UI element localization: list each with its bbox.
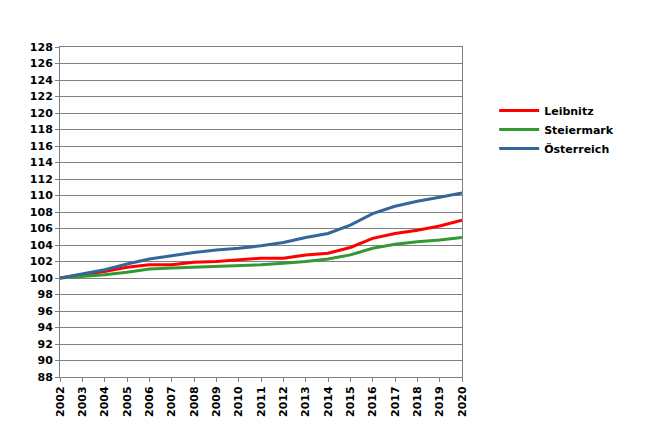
svg-text:2013: 2013: [299, 386, 312, 417]
svg-text:2017: 2017: [389, 386, 402, 417]
svg-text:118: 118: [30, 123, 53, 136]
svg-text:98: 98: [37, 288, 52, 301]
svg-text:2016: 2016: [366, 386, 379, 417]
svg-text:2015: 2015: [344, 386, 357, 417]
svg-text:Leibnitz: Leibnitz: [544, 105, 593, 118]
svg-text:124: 124: [30, 74, 53, 87]
svg-text:2012: 2012: [277, 386, 290, 417]
svg-text:100: 100: [30, 272, 53, 285]
svg-text:116: 116: [30, 140, 53, 153]
svg-text:2002: 2002: [54, 386, 67, 417]
svg-text:2004: 2004: [98, 386, 111, 417]
svg-text:128: 128: [30, 41, 53, 54]
svg-text:110: 110: [30, 189, 53, 202]
svg-text:102: 102: [30, 255, 53, 268]
svg-text:108: 108: [30, 206, 53, 219]
svg-text:2014: 2014: [322, 386, 335, 417]
svg-text:Steiermark: Steiermark: [544, 124, 614, 137]
svg-text:122: 122: [30, 90, 53, 103]
svg-text:2006: 2006: [143, 386, 156, 417]
svg-text:112: 112: [30, 173, 53, 186]
svg-text:2003: 2003: [76, 386, 89, 417]
svg-text:2018: 2018: [411, 386, 424, 417]
svg-text:Österreich: Österreich: [544, 142, 609, 156]
svg-text:2020: 2020: [456, 386, 469, 417]
svg-text:2010: 2010: [232, 386, 245, 417]
svg-text:106: 106: [30, 222, 53, 235]
svg-text:120: 120: [30, 107, 53, 120]
svg-text:2009: 2009: [210, 386, 223, 417]
svg-text:90: 90: [37, 354, 53, 367]
svg-text:104: 104: [30, 239, 53, 252]
svg-text:2008: 2008: [188, 386, 201, 417]
svg-text:114: 114: [30, 156, 53, 169]
svg-text:2005: 2005: [121, 386, 134, 417]
svg-text:2011: 2011: [255, 386, 268, 417]
svg-text:88: 88: [37, 371, 52, 384]
svg-text:126: 126: [30, 57, 53, 70]
svg-text:2007: 2007: [165, 386, 178, 417]
svg-text:94: 94: [37, 321, 53, 334]
svg-text:2019: 2019: [433, 386, 446, 417]
svg-text:96: 96: [37, 305, 53, 318]
svg-text:92: 92: [37, 338, 52, 351]
